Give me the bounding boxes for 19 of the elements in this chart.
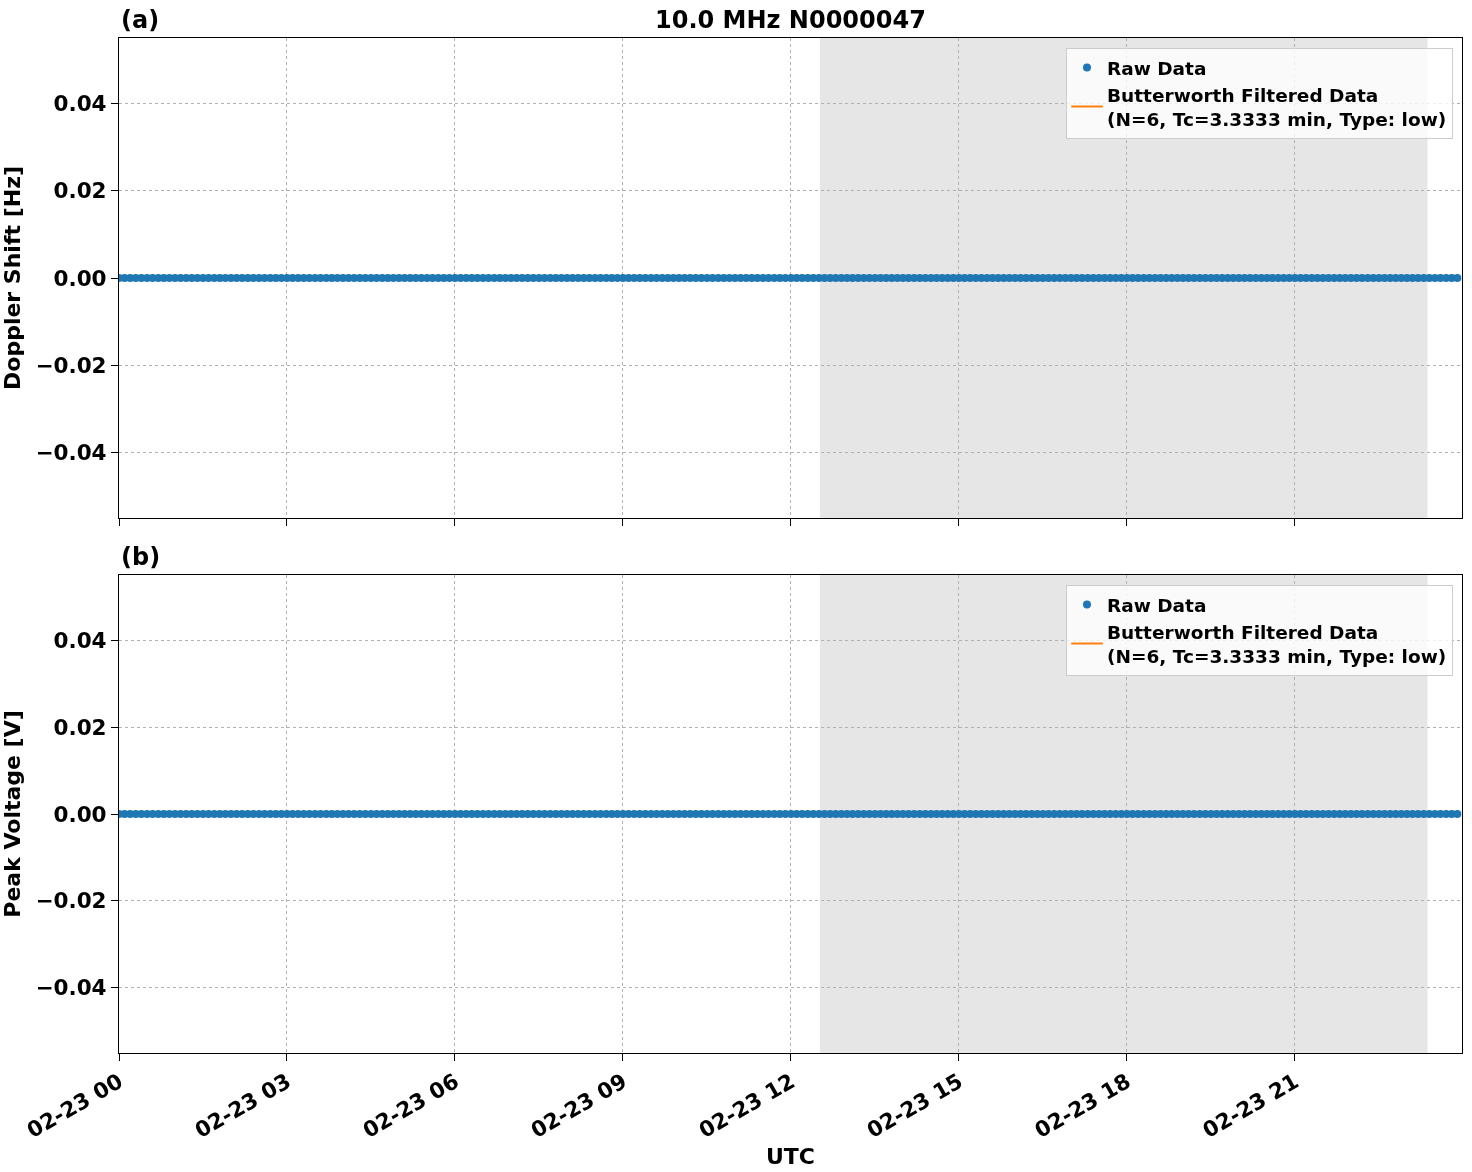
text: (a)	[121, 6, 160, 34]
y-tick-label: 0.02	[53, 714, 107, 740]
y-tick-label: 0.00	[53, 801, 107, 827]
y-tick-label: −0.04	[35, 440, 107, 466]
y-tick-label: 0.04	[53, 90, 107, 116]
y-axis-title: Peak Voltage [V]	[0, 710, 25, 918]
legend-label: Raw Data	[1107, 594, 1207, 616]
y-tick-label: 0.00	[53, 265, 107, 291]
y-tick-label: 0.04	[53, 627, 107, 653]
text: (b)	[121, 543, 161, 571]
y-axis-title: Doppler Shift [Hz]	[0, 166, 25, 390]
y-tick-label: −0.02	[35, 352, 107, 378]
chart-title: 10.0 MHz N0000047	[655, 6, 926, 34]
y-tick-label: 0.02	[53, 178, 107, 204]
y-tick-label: −0.04	[35, 975, 107, 1001]
legend-label: Butterworth Filtered Data (N=6, Tc=3.3333 min, Type: low)	[1107, 84, 1447, 130]
x-axis-title: UTC	[765, 1143, 816, 1169]
legend-label: Butterworth Filtered Data (N=6, Tc=3.3333 min, Type: low)	[1107, 621, 1447, 667]
y-tick-label: −0.02	[35, 888, 107, 914]
